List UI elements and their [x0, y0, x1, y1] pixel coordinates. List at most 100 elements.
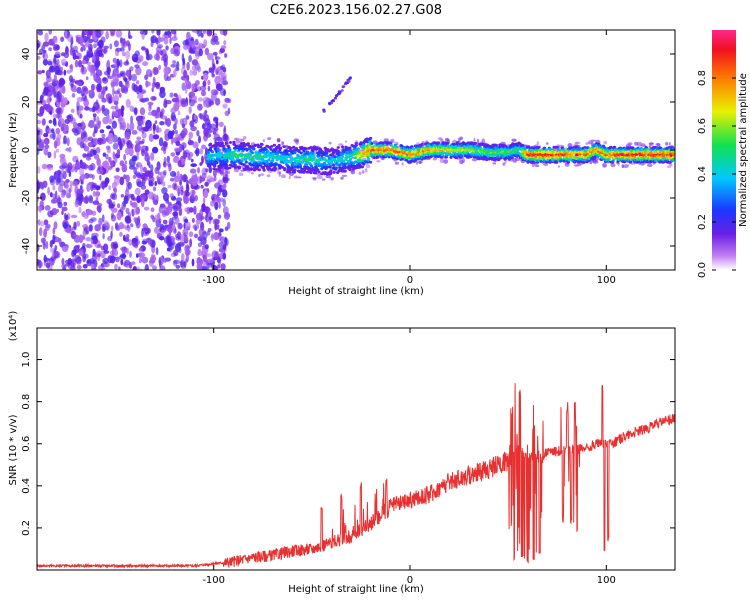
ridge-cell: [315, 147, 319, 151]
noise-speck: [108, 165, 112, 171]
noise-speck: [197, 167, 200, 174]
noise-speck: [94, 224, 101, 232]
noise-speck: [76, 110, 80, 116]
colorbar-tick-label: 0.8: [697, 70, 708, 86]
noise-speck: [81, 120, 85, 129]
noise-speck: [174, 216, 180, 225]
ridge-cell: [208, 164, 212, 168]
noise-speck: [125, 69, 131, 78]
noise-speck: [84, 106, 90, 111]
noise-speck: [170, 30, 177, 35]
noise-speck: [78, 251, 83, 256]
ridge-halo: [364, 168, 368, 173]
noise-speck: [108, 156, 112, 163]
noise-speck: [154, 167, 160, 175]
noise-speck: [214, 201, 219, 211]
noise-speck: [158, 218, 162, 224]
noise-speck: [202, 72, 209, 82]
noise-speck: [82, 44, 86, 50]
noise-speck: [77, 60, 83, 68]
noise-speck: [189, 40, 196, 48]
ridge-halo: [646, 163, 653, 167]
noise-speck: [222, 103, 228, 109]
noise-speck: [170, 63, 177, 68]
noise-speck: [192, 189, 195, 195]
noise-speck: [183, 44, 189, 50]
noise-speck: [65, 46, 69, 55]
noise-speck: [44, 205, 51, 211]
noise-speck: [130, 193, 135, 201]
noise-speck: [218, 121, 224, 128]
noise-speck: [64, 214, 69, 221]
noise-speck: [158, 257, 161, 266]
ridge-cell: [312, 156, 316, 160]
noise-speck: [82, 243, 86, 248]
noise-speck: [182, 57, 186, 66]
ridge-halo: [316, 175, 323, 180]
noise-speck: [102, 86, 106, 95]
noise-speck: [135, 220, 141, 229]
noise-speck: [192, 69, 198, 76]
noise-speck: [72, 180, 77, 187]
noise-speck: [60, 58, 67, 65]
ridge-cell: [228, 148, 232, 152]
noise-speck: [148, 161, 151, 169]
noise-speck: [111, 207, 118, 213]
noise-speck: [177, 110, 181, 116]
noise-speck: [159, 50, 164, 56]
ridge-cell: [250, 156, 254, 160]
ridge-cell: [252, 147, 256, 151]
noise-speck: [77, 105, 84, 111]
noise-speck: [222, 206, 229, 215]
noise-speck: [78, 206, 82, 214]
ridge-halo: [602, 162, 607, 168]
ridge-halo: [564, 147, 568, 151]
noise-speck: [72, 45, 79, 51]
ridge-halo: [666, 165, 672, 168]
noise-speck: [43, 139, 50, 145]
noise-speck: [195, 147, 200, 157]
ridge-halo: [473, 137, 476, 143]
noise-speck: [165, 224, 168, 229]
noise-speck: [51, 252, 55, 258]
noise-speck: [172, 205, 179, 212]
noise-speck: [42, 180, 48, 188]
noise-speck: [48, 47, 52, 52]
noise-speck: [215, 68, 220, 73]
noise-speck: [112, 241, 119, 250]
noise-speck: [224, 237, 229, 247]
noise-speck: [148, 133, 154, 142]
noise-speck: [192, 141, 199, 149]
noise-speck: [151, 30, 155, 34]
ridge-halo: [627, 164, 630, 167]
noise-speck: [52, 131, 56, 141]
noise-speck: [108, 185, 112, 191]
noise-speck: [180, 260, 184, 268]
noise-speck: [54, 62, 58, 70]
noise-speck: [152, 128, 156, 135]
noise-speck: [175, 264, 181, 269]
noise-speck: [198, 48, 203, 57]
noise-speck: [181, 142, 187, 149]
noise-speck: [70, 214, 78, 219]
noise-speck: [186, 61, 190, 71]
noise-speck: [63, 135, 67, 144]
noise-speck: [86, 243, 90, 248]
ridge-cell: [349, 157, 353, 161]
ridge-cell: [495, 152, 499, 156]
noise-speck: [167, 130, 174, 140]
ridge-cell: [663, 157, 667, 160]
noise-speck: [63, 222, 68, 229]
noise-speck: [215, 83, 223, 91]
noise-speck: [127, 181, 132, 190]
noise-speck: [191, 193, 194, 200]
noise-speck: [156, 106, 161, 113]
noise-speck: [118, 80, 123, 87]
ridge-halo: [267, 170, 273, 173]
noise-speck: [90, 263, 95, 269]
noise-speck: [116, 211, 122, 221]
noise-speck: [191, 174, 196, 184]
noise-speck: [144, 151, 148, 157]
noise-speck: [202, 30, 207, 34]
noise-speck: [171, 36, 178, 41]
